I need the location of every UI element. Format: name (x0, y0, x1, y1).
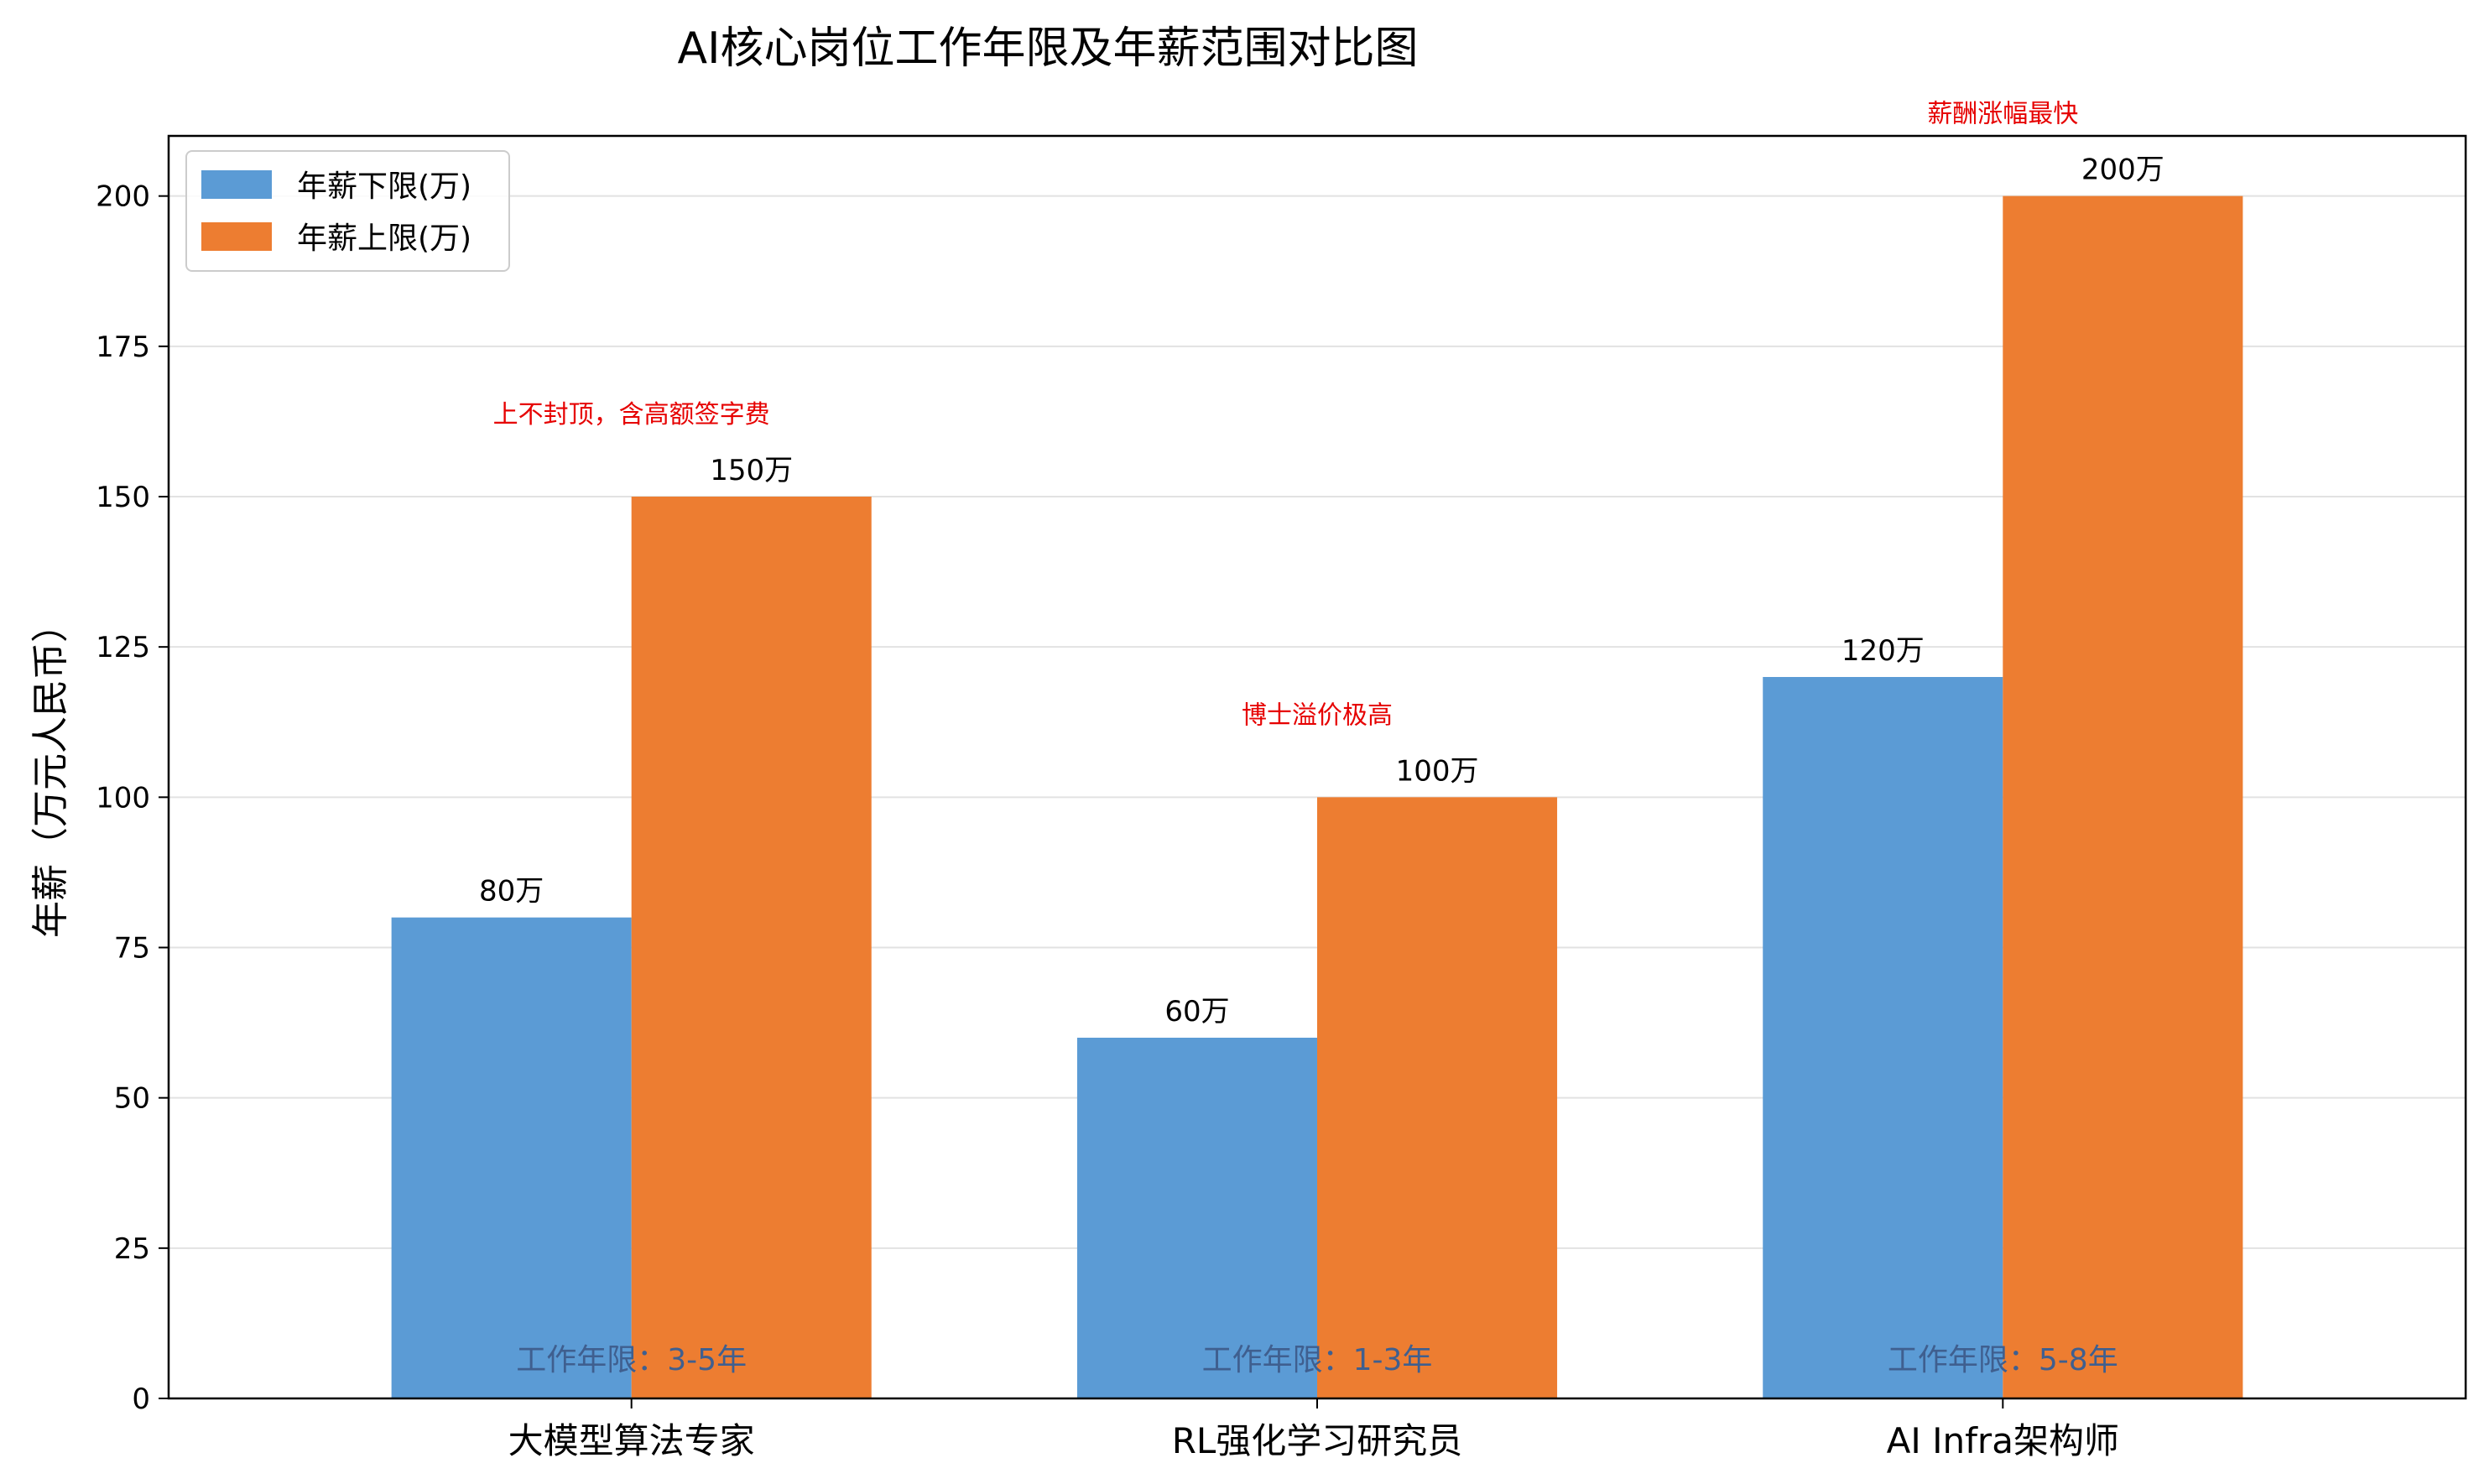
x-axis-ticks: 大模型算法专家 RL强化学习研究员 AI Infra架构师 (508, 1398, 2119, 1461)
bar (2003, 195, 2243, 1399)
bar-value-label: 200万 (2081, 154, 2164, 187)
legend-label: 年薪上限(万) (297, 221, 471, 256)
legend-label: 年薪下限(万) (297, 169, 471, 204)
bar (1317, 797, 1558, 1398)
bars (391, 195, 2243, 1399)
bar (1763, 677, 2003, 1398)
experience-label: 工作年限：1-3年 (1202, 1343, 1433, 1377)
legend-swatch (201, 170, 272, 199)
value-labels: 80万 60万 120万 150万 100万 200万 (479, 154, 2164, 1028)
bar-value-label: 120万 (1841, 634, 1925, 668)
bar-value-label: 80万 (479, 875, 544, 909)
bar (391, 917, 632, 1398)
y-tick-label: 50 (114, 1082, 150, 1116)
annotation: 博士溢价极高 (1242, 700, 1393, 730)
y-tick-label: 25 (114, 1232, 150, 1266)
bar-value-label: 150万 (710, 454, 793, 487)
x-tick-label: 大模型算法专家 (508, 1420, 755, 1461)
bar (1076, 1038, 1317, 1398)
x-tick-label: RL强化学习研究员 (1172, 1420, 1463, 1461)
y-tick-label: 200 (96, 180, 150, 214)
y-tick-label: 150 (96, 481, 150, 514)
bar (631, 497, 872, 1398)
y-tick-label: 75 (114, 932, 150, 966)
x-tick-label: AI Infra架构师 (1887, 1420, 2119, 1461)
y-tick-label: 125 (96, 631, 150, 664)
y-axis-label: 年薪（万元人民币） (29, 606, 72, 938)
experience-label: 工作年限：5-8年 (1888, 1343, 2118, 1377)
annotation: 上不封顶，含高额签字费 (493, 400, 770, 430)
chart-title: AI核心岗位工作年限及年薪范围对比图 (678, 23, 1419, 74)
legend: 年薪下限(万) 年薪上限(万) (185, 150, 510, 272)
legend-swatch (201, 222, 272, 251)
y-tick-label: 175 (96, 331, 150, 364)
bar-value-label: 100万 (1396, 754, 1479, 788)
y-tick-label: 100 (96, 781, 150, 815)
experience-label: 工作年限：3-5年 (516, 1343, 747, 1377)
annotation: 薪酬涨幅最快 (1927, 100, 2078, 129)
y-axis-ticks: 0 25 50 75 100 125 150 175 200 (96, 180, 169, 1416)
y-tick-label: 0 (132, 1382, 150, 1416)
experience-labels: 工作年限：3-5年 工作年限：1-3年 工作年限：5-8年 (516, 1343, 2118, 1377)
bar-value-label: 60万 (1164, 995, 1229, 1028)
